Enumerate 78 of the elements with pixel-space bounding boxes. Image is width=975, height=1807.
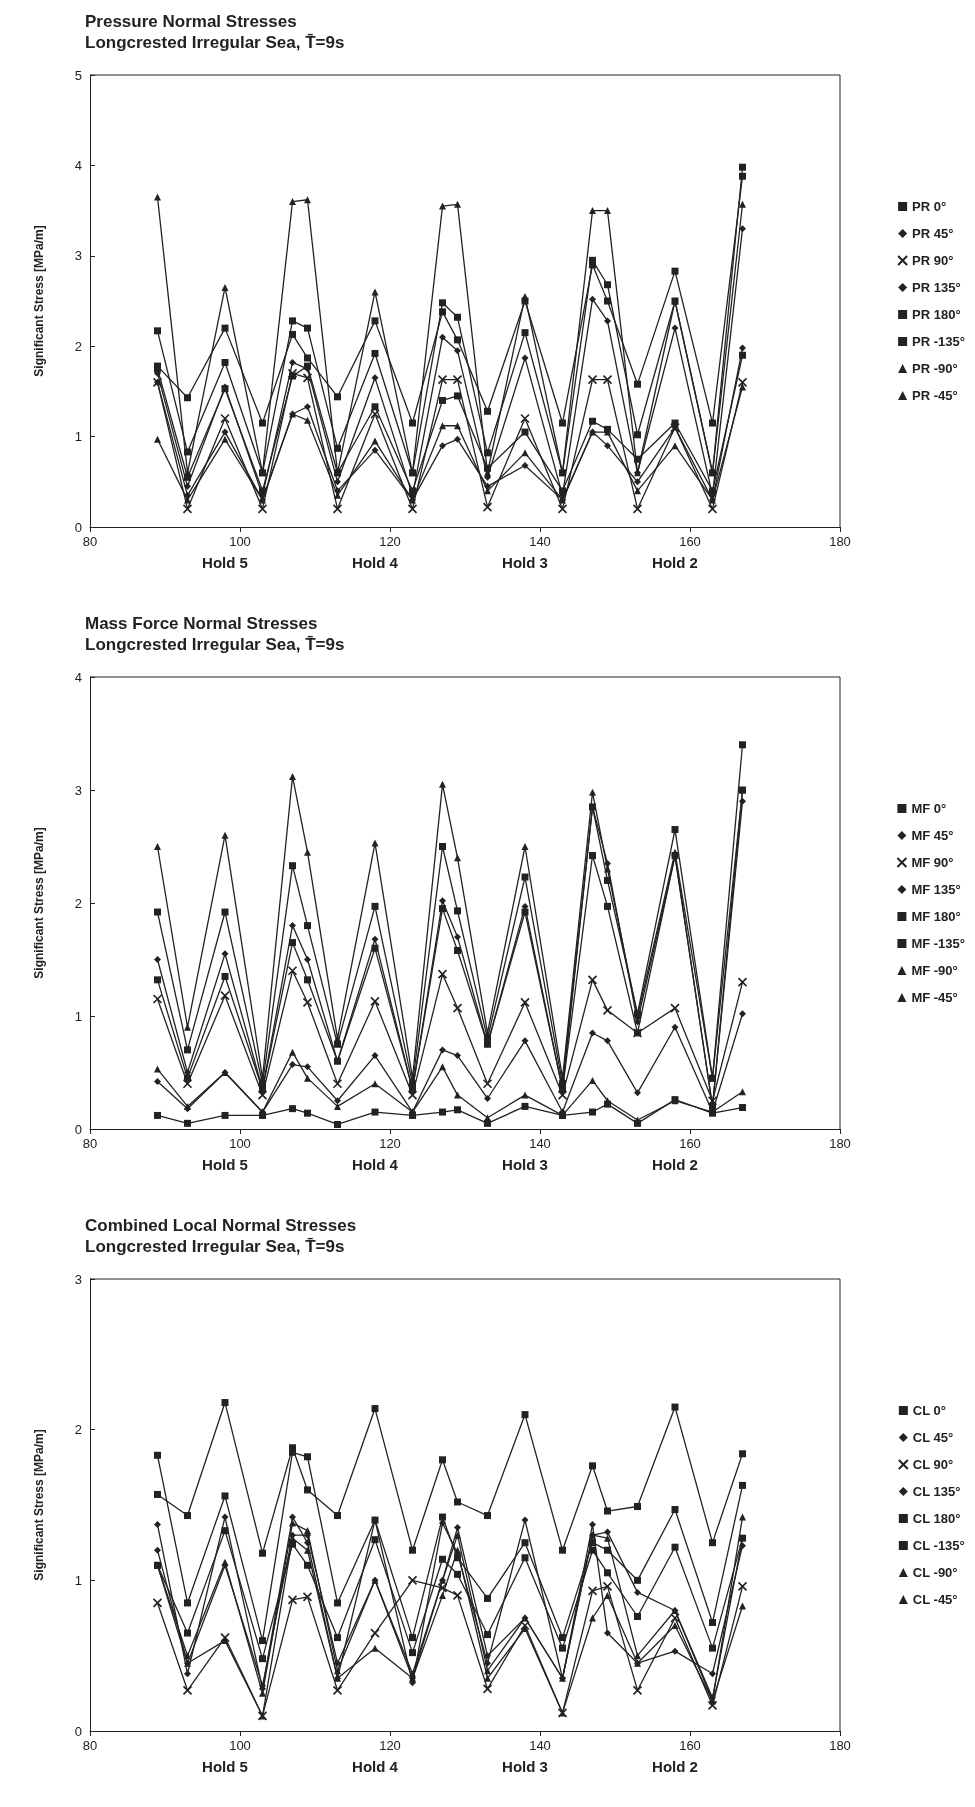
legend-label: MF 135°: [911, 882, 961, 897]
legend-label: MF 90°: [911, 855, 954, 870]
chart-title: Pressure Normal Stresses: [85, 12, 297, 31]
legend-label: MF -90°: [911, 963, 958, 978]
legend-label: MF 0°: [911, 801, 947, 816]
x-tick-label: 160: [679, 1136, 701, 1151]
x-tick-label: 80: [82, 1738, 98, 1753]
y-tick-label: 1: [74, 1008, 82, 1024]
text: Hold 3: [502, 553, 548, 571]
legend-label: CL 90°: [912, 1457, 954, 1472]
y-axis-title: Significant Stress [MPa/m]: [32, 827, 46, 979]
chart-subtitle: Longcrested Irregular Sea, T̄=9s: [85, 635, 345, 654]
x-tick-label: 180: [829, 1738, 851, 1753]
legend-label: PR -135°: [912, 334, 965, 349]
y-tick-label: 3: [74, 1271, 82, 1287]
x-tick-label: 180: [829, 534, 851, 549]
y-tick-label: 0: [74, 1723, 82, 1739]
y-tick-label: 2: [74, 1422, 82, 1438]
legend-label: MF 45°: [911, 828, 954, 843]
legend-label: CL -135°: [912, 1538, 965, 1553]
x-tick-label: 160: [679, 534, 701, 549]
text: Hold 4: [352, 1155, 399, 1173]
legend-label: MF 180°: [911, 909, 961, 924]
x-tick-label: 100: [229, 1738, 251, 1753]
y-tick-label: 3: [74, 782, 82, 798]
text: Hold 5: [202, 1155, 248, 1173]
legend-label: MF -45°: [911, 990, 958, 1005]
y-tick-label: 1: [74, 429, 82, 445]
chart-title: Combined Local Normal Stresses: [85, 1216, 357, 1235]
legend-label: CL 135°: [912, 1484, 961, 1499]
legend-label: CL 45°: [912, 1430, 954, 1445]
chart-subtitle: Longcrested Irregular Sea, T̄=9s: [85, 1237, 345, 1256]
legend-label: MF -135°: [911, 936, 966, 951]
text: Hold 2: [652, 553, 698, 571]
y-axis-title: Significant Stress [MPa/m]: [32, 1429, 46, 1581]
legend-label: CL 0°: [912, 1403, 946, 1418]
x-tick-label: 120: [379, 1738, 401, 1753]
y-tick-label: 5: [74, 67, 82, 83]
y-tick-label: 2: [74, 338, 82, 354]
y-tick-label: 3: [74, 248, 82, 264]
legend-label: PR -90°: [912, 361, 958, 376]
x-tick-label: 80: [82, 1136, 98, 1151]
y-tick-label: 0: [74, 1121, 82, 1137]
text: Hold 5: [202, 1757, 248, 1775]
y-tick-label: 4: [74, 669, 82, 685]
legend-label: PR 0°: [912, 199, 947, 214]
x-tick-label: 140: [529, 534, 551, 549]
x-tick-label: 120: [379, 534, 401, 549]
text: Hold 2: [652, 1155, 698, 1173]
text: Hold 2: [652, 1757, 698, 1775]
x-tick-label: 180: [829, 1136, 851, 1151]
text: Hold 3: [502, 1757, 548, 1775]
x-tick-label: 100: [229, 534, 251, 549]
x-tick-label: 140: [529, 1738, 551, 1753]
x-tick-label: 140: [529, 1136, 551, 1151]
y-tick-label: 1: [74, 1572, 82, 1588]
legend-label: PR 90°: [912, 253, 954, 268]
x-tick-label: 80: [82, 534, 98, 549]
legend-label: PR 45°: [912, 226, 954, 241]
text: Hold 4: [352, 553, 399, 571]
legend-label: PR 180°: [912, 307, 961, 322]
y-tick-label: 4: [74, 157, 82, 173]
text: Hold 5: [202, 553, 248, 571]
x-tick-label: 120: [379, 1136, 401, 1151]
text: Hold 4: [352, 1757, 399, 1775]
x-tick-label: 160: [679, 1738, 701, 1753]
legend-label: CL -45°: [912, 1592, 958, 1607]
chart-title: Mass Force Normal Stresses: [85, 614, 318, 633]
legend-label: CL 180°: [912, 1511, 961, 1526]
text: Hold 3: [502, 1155, 548, 1173]
legend-label: PR -45°: [912, 388, 958, 403]
legend-label: CL -90°: [912, 1565, 958, 1580]
x-tick-label: 100: [229, 1136, 251, 1151]
chart-subtitle: Longcrested Irregular Sea, T̄=9s: [85, 33, 345, 52]
y-tick-label: 0: [74, 519, 82, 535]
legend-label: PR 135°: [912, 280, 961, 295]
y-tick-label: 2: [74, 895, 82, 911]
y-axis-title: Significant Stress [MPa/m]: [32, 225, 46, 377]
